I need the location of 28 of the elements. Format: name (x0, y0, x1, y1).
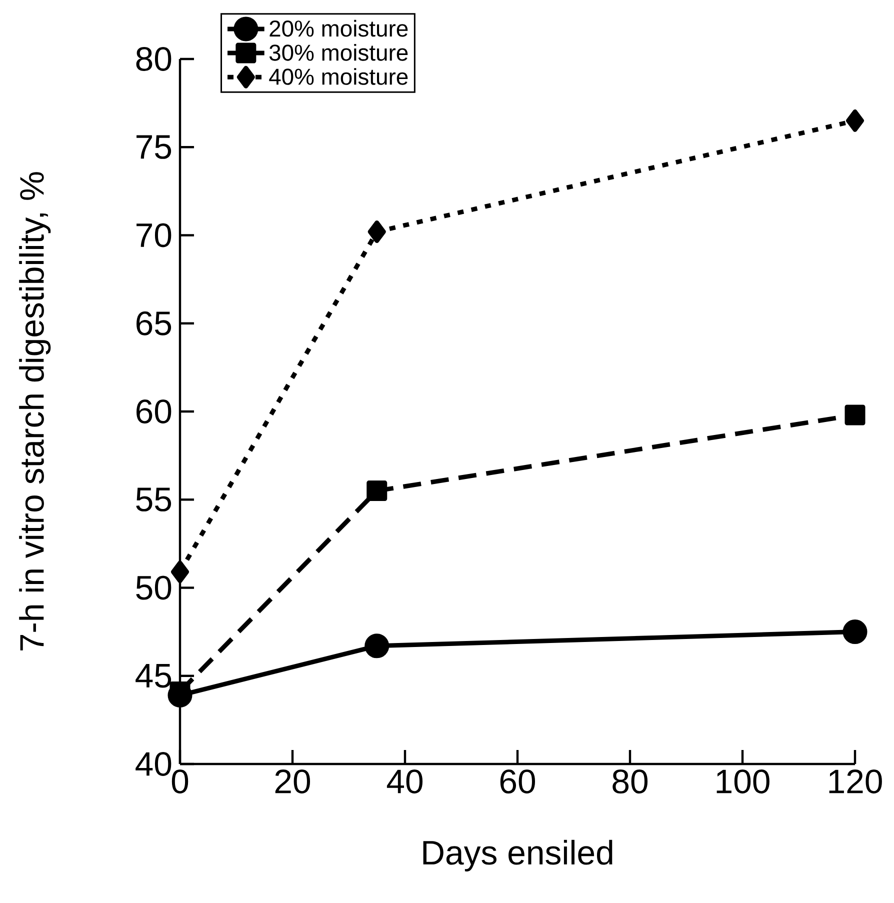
y-tick-label: 45 (136, 664, 172, 688)
y-tick-label: 70 (136, 223, 172, 248)
y-tick-label: 55 (136, 488, 172, 512)
x-tick-label: 100 (716, 770, 770, 794)
y-tick-label: 60 (136, 400, 172, 424)
x-tick-label: 20 (275, 770, 310, 794)
y-tick-label: 40 (136, 752, 172, 776)
x-tick-label: 60 (500, 770, 536, 794)
point (842, 620, 868, 644)
point (364, 634, 390, 658)
point (846, 109, 864, 132)
legend-label: 30% moisture (269, 44, 408, 61)
x-axis-title: Days ensiled (423, 840, 612, 872)
y-tick-label: 75 (136, 135, 172, 159)
y-tick-label: 65 (136, 311, 172, 336)
x-tick-label: 40 (386, 770, 423, 794)
x-tick-label: 80 (612, 770, 648, 794)
point (171, 560, 189, 584)
y-axis-title: 7-h in vitro starch digestibility, % (19, 172, 51, 650)
x-tick-label: 120 (829, 770, 882, 794)
x-tick-label: 0 (172, 770, 188, 794)
legend-label: 40% moisture (269, 68, 408, 85)
y-tick-label: 80 (136, 46, 172, 71)
legend-label: 20% moisture (270, 20, 408, 37)
y-tick-label: 50 (136, 576, 172, 600)
point (366, 480, 388, 502)
point (368, 220, 386, 243)
point (844, 404, 866, 426)
